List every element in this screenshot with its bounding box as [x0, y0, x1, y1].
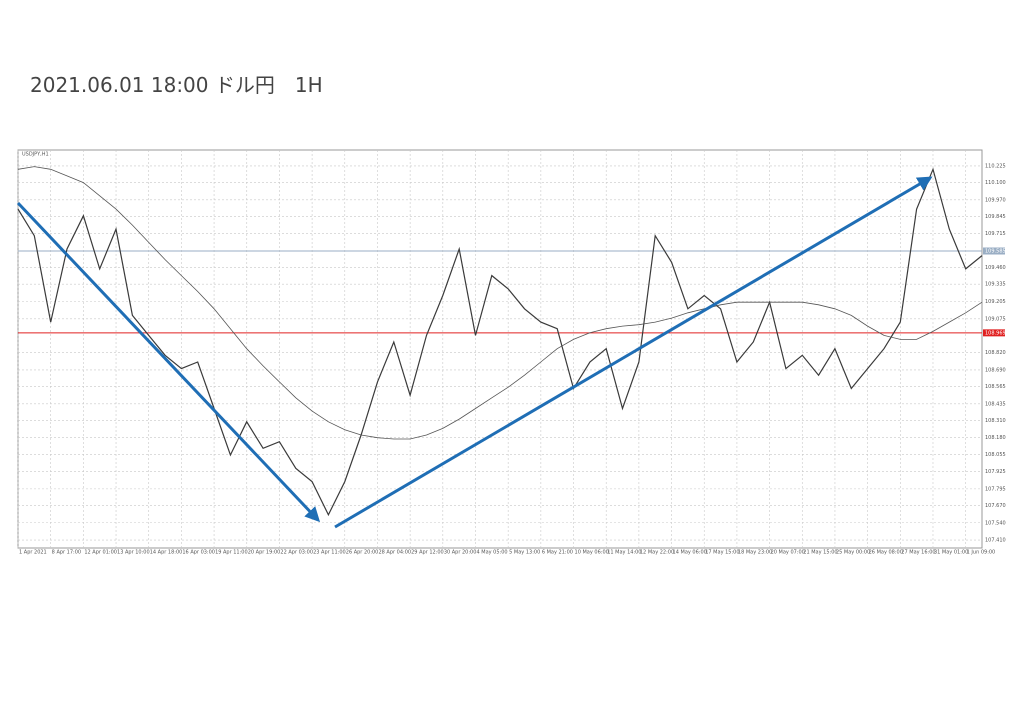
x-tick-label: 20 Apr 19:00: [248, 550, 281, 556]
level-label-box: [983, 247, 1005, 255]
x-tick-label: 16 Apr 03:00: [182, 550, 215, 556]
x-tick-label: 4 May 05:00: [476, 550, 507, 556]
y-tick-label: 108.055: [985, 452, 1006, 458]
y-tick-label: 110.100: [985, 180, 1006, 186]
y-tick-label: 107.540: [985, 520, 1006, 526]
symbol-label: USDJPY,H1: [22, 152, 49, 158]
x-tick-label: 5 May 13:00: [509, 550, 540, 556]
x-tick-label: 14 May 06:00: [673, 550, 707, 556]
x-tick-label: 20 May 07:00: [771, 550, 805, 556]
x-tick-label: 14 Apr 18:00: [150, 550, 183, 556]
y-tick-label: 107.795: [985, 486, 1006, 492]
x-tick-label: 1 Apr 2021: [19, 550, 47, 556]
price-line: [17, 166, 983, 440]
price-line: [17, 167, 983, 517]
y-tick-label: 108.435: [985, 401, 1006, 407]
x-tick-label: 10 May 06:00: [575, 550, 609, 556]
x-tick-label: 21 May 15:00: [803, 550, 837, 556]
x-tick-label: 12 Apr 01:00: [84, 550, 117, 556]
y-tick-label: 108.180: [985, 435, 1006, 441]
x-tick-label: 8 Apr 17:00: [52, 550, 81, 556]
x-tick-label: 25 May 00:00: [836, 550, 870, 556]
y-tick-label: 109.845: [985, 214, 1006, 220]
x-tick-label: 6 May 21:00: [542, 550, 573, 556]
y-tick-label: 108.565: [985, 384, 1006, 390]
y-tick-label: 109.335: [985, 282, 1006, 288]
y-tick-label: 109.460: [985, 265, 1006, 271]
plot-frame: [17, 149, 983, 549]
x-tick-label: 26 Apr 20:00: [346, 550, 379, 556]
level-label: 109.585: [985, 248, 1006, 254]
x-tick-label: 19 Apr 11:00: [215, 550, 248, 556]
level-label-box: [983, 329, 1005, 337]
x-tick-label: 1 Jun 09:00: [967, 550, 996, 556]
x-tick-label: 12 May 22:00: [640, 550, 674, 556]
x-tick-label: 28 Apr 04:00: [378, 550, 411, 556]
y-tick-label: 109.970: [985, 197, 1006, 203]
y-tick-label: 109.075: [985, 316, 1006, 322]
x-tick-label: 18 May 23:00: [738, 550, 772, 556]
y-tick-label: 108.690: [985, 367, 1006, 373]
x-tick-label: 13 Apr 10:00: [117, 550, 150, 556]
trend-arrow-up: [334, 176, 933, 529]
x-tick-label: 23 Apr 11:00: [313, 550, 346, 556]
y-tick-label: 110.225: [985, 163, 1006, 169]
y-tick-label: 109.205: [985, 299, 1006, 305]
trend-arrow-down: [16, 201, 321, 523]
level-label: 108.969: [985, 330, 1006, 336]
x-tick-label: 22 Apr 03:00: [280, 550, 313, 556]
y-tick-label: 107.925: [985, 469, 1006, 475]
x-tick-label: 30 Apr 20:00: [444, 550, 477, 556]
y-tick-label: 108.310: [985, 418, 1006, 424]
y-tick-label: 109.715: [985, 231, 1006, 237]
x-tick-label: 29 Apr 12:00: [411, 550, 444, 556]
plot: 110.225 110.100 109.970 109.845 109.715 109.4…: [17, 150, 1006, 556]
y-tick-label: 107.410: [985, 538, 1006, 544]
x-tick-label: 31 May 01:00: [934, 550, 968, 556]
y-tick-label: 108.820: [985, 350, 1006, 356]
x-tick-label: 26 May 08:00: [869, 550, 903, 556]
x-tick-label: 17 May 15:00: [705, 550, 739, 556]
y-tick-label: 107.670: [985, 503, 1006, 509]
x-tick-label: 27 May 16:00: [901, 550, 935, 556]
page-title: 2021.06.01 18:00 ドル円 1H: [30, 73, 323, 97]
x-tick-label: 11 May 14:00: [607, 550, 641, 556]
